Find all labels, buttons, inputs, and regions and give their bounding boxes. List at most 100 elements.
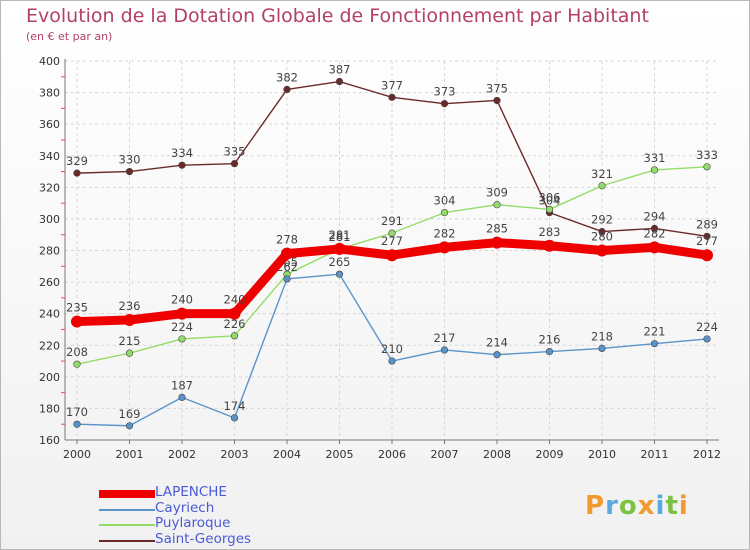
data-label: 277 (696, 234, 718, 248)
data-point (73, 420, 81, 428)
data-point (123, 313, 136, 326)
data-point (493, 201, 501, 209)
data-point (650, 224, 659, 232)
data-point (125, 167, 134, 176)
data-point (650, 166, 659, 174)
data-label: 216 (539, 333, 561, 347)
data-point (491, 236, 503, 249)
data-point (543, 239, 556, 252)
data-label: 329 (66, 154, 88, 168)
data-label: 169 (119, 407, 141, 421)
data-label: 375 (486, 81, 508, 95)
x-tick-label: 2006 (378, 448, 406, 461)
data-label: 292 (591, 213, 613, 227)
data-label: 331 (644, 151, 666, 165)
data-point (176, 307, 188, 320)
data-point (388, 229, 396, 237)
x-tick-label: 2009 (536, 448, 564, 461)
data-label: 334 (171, 146, 193, 160)
data-point (598, 344, 606, 353)
data-point (388, 93, 396, 101)
y-tick-label: 260 (39, 276, 60, 289)
legend-label: Saint-Georges (155, 530, 252, 547)
y-tick-label: 340 (39, 150, 60, 163)
data-label: 280 (591, 230, 613, 244)
legend-label: LAPENCHE (155, 484, 227, 500)
chart-subtitle: (en € et par an) (26, 30, 113, 43)
data-point (388, 357, 396, 365)
data-label: 283 (539, 225, 561, 239)
proxiti-logo: Proxiti (585, 491, 689, 521)
y-tick-label: 320 (39, 181, 60, 194)
data-point (335, 77, 344, 86)
data-point (701, 249, 713, 262)
data-label: 373 (434, 85, 456, 99)
data-point (281, 247, 293, 260)
data-label: 236 (119, 299, 141, 313)
data-label: 224 (696, 320, 718, 334)
data-label: 321 (591, 167, 613, 181)
data-point (386, 249, 398, 262)
data-label: 224 (171, 320, 193, 334)
data-label: 210 (381, 342, 403, 356)
x-tick-label: 2007 (431, 448, 459, 461)
data-point (545, 347, 554, 356)
data-label: 240 (171, 293, 193, 307)
data-point (440, 346, 449, 354)
data-point (335, 270, 344, 278)
x-tick-label: 2003 (221, 448, 249, 461)
data-label: 333 (696, 148, 718, 162)
data-point (493, 96, 501, 105)
data-label: 377 (381, 78, 403, 92)
data-label: 235 (66, 301, 88, 315)
data-label: 282 (644, 226, 666, 240)
data-point (178, 161, 186, 169)
data-point (493, 351, 501, 359)
data-label: 294 (644, 209, 666, 223)
y-tick-label: 240 (39, 308, 60, 321)
x-tick-label: 2011 (641, 448, 669, 461)
data-point (228, 307, 241, 320)
data-label: 387 (329, 63, 351, 77)
y-tick-label: 160 (39, 434, 60, 447)
data-point (73, 360, 81, 368)
data-point (230, 332, 239, 340)
x-tick-label: 2002 (168, 448, 196, 461)
data-label: 221 (644, 325, 666, 339)
legend-swatch (99, 490, 155, 498)
data-label: 226 (224, 317, 246, 331)
data-label: 281 (329, 230, 351, 244)
data-label: 214 (486, 336, 508, 350)
legend-swatch (99, 508, 155, 511)
logo-letter: t (665, 491, 679, 521)
data-label: 330 (119, 153, 141, 167)
data-label: 285 (486, 222, 508, 236)
x-tick-label: 2008 (483, 448, 511, 461)
data-point (73, 169, 81, 177)
logo-letter: i (678, 491, 689, 521)
y-tick-label: 220 (39, 339, 60, 352)
y-tick-label: 180 (39, 402, 60, 415)
x-tick-label: 2012 (693, 448, 721, 461)
data-point (125, 349, 134, 357)
chart-title: Evolution de la Dotation Globale de Fonc… (26, 5, 649, 27)
data-label: 278 (276, 233, 298, 247)
data-label: 281 (329, 228, 351, 242)
data-label: 304 (434, 194, 456, 208)
data-label: 304 (539, 194, 561, 208)
data-label: 240 (224, 293, 246, 307)
data-point (283, 85, 291, 94)
data-label: 289 (696, 217, 718, 231)
x-tick-label: 2005 (326, 448, 354, 461)
legend-swatch (99, 539, 155, 542)
data-label: 187 (171, 378, 193, 392)
data-label: 335 (224, 145, 246, 159)
data-point (125, 422, 134, 430)
data-label: 309 (486, 186, 508, 200)
x-tick-label: 2000 (63, 448, 91, 461)
data-point (703, 163, 711, 171)
logo-letter: P (585, 491, 606, 521)
data-label: 265 (329, 255, 351, 269)
